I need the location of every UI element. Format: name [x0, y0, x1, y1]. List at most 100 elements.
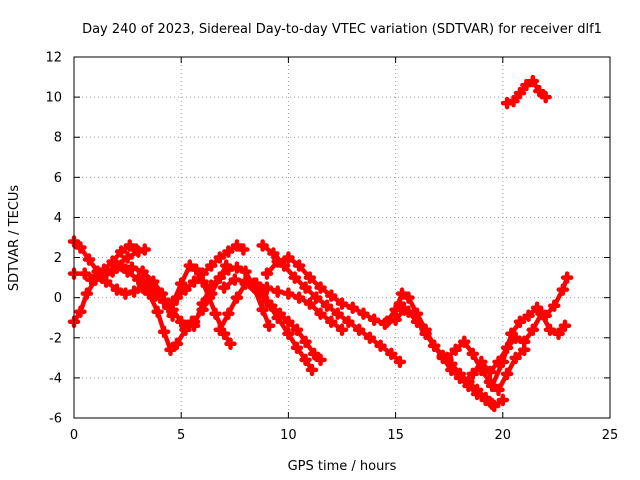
- data-point: [121, 251, 134, 264]
- data-point: [204, 279, 218, 292]
- data-point: [475, 355, 488, 369]
- data-point: [282, 315, 295, 328]
- data-point: [505, 327, 518, 341]
- data-point: [110, 283, 124, 296]
- data-point: [138, 243, 152, 256]
- data-point: [299, 281, 312, 294]
- data-point: [331, 307, 344, 320]
- y-tick-label: -4: [49, 371, 62, 386]
- data-point: [213, 271, 227, 284]
- data-point: [164, 343, 177, 357]
- data-point: [78, 267, 91, 280]
- series-sat-s: [485, 271, 574, 393]
- data-point: [299, 353, 312, 367]
- data-point: [260, 295, 274, 308]
- data-point: [485, 379, 499, 393]
- x-tick-label: 20: [495, 428, 512, 443]
- data-point: [136, 273, 149, 286]
- data-point: [82, 253, 96, 266]
- data-point: [196, 297, 209, 310]
- data-point: [385, 347, 398, 361]
- data-point: [539, 309, 552, 322]
- data-point: [449, 343, 462, 357]
- data-point: [256, 239, 269, 252]
- data-point: [299, 335, 312, 349]
- data-point: [174, 315, 188, 328]
- x-tick-label: 0: [70, 428, 78, 443]
- data-point: [237, 243, 250, 256]
- data-point: [157, 325, 171, 339]
- y-tick-label: 6: [54, 171, 62, 186]
- data-point: [95, 271, 109, 284]
- series-sat-i: [187, 261, 276, 332]
- data-point: [239, 265, 252, 278]
- data-point: [325, 289, 338, 302]
- data-point: [530, 301, 544, 314]
- data-point: [303, 271, 317, 284]
- data-point: [292, 291, 306, 304]
- data-point: [532, 84, 546, 98]
- data-point: [110, 261, 124, 274]
- y-axis-label: SDTVAR / TECUs: [7, 185, 22, 292]
- data-point: [149, 289, 162, 302]
- y-tick-label: -2: [49, 331, 62, 346]
- data-point: [222, 245, 235, 258]
- data-point: [466, 367, 480, 381]
- data-point: [320, 299, 334, 312]
- data-point: [453, 371, 467, 385]
- data-point: [260, 267, 274, 280]
- data-point: [123, 239, 136, 252]
- data-point: [395, 287, 409, 300]
- data-point: [389, 313, 402, 326]
- data-point: [230, 239, 244, 252]
- series-sat-t: [500, 74, 552, 110]
- data-point: [230, 261, 244, 274]
- series-trace: [489, 275, 570, 389]
- data-point: [335, 323, 349, 337]
- data-point: [325, 315, 338, 328]
- data-point: [84, 273, 98, 286]
- data-point: [288, 271, 302, 284]
- data-point: [307, 347, 321, 361]
- data-point: [492, 383, 505, 397]
- data-point: [402, 291, 415, 304]
- data-point: [419, 327, 432, 341]
- data-point: [183, 259, 197, 272]
- data-point: [290, 323, 304, 337]
- data-point: [462, 379, 475, 393]
- data-point: [526, 323, 540, 337]
- data-point: [393, 355, 407, 369]
- data-point: [213, 251, 227, 264]
- data-point: [556, 283, 570, 296]
- data-point: [342, 315, 355, 328]
- data-point: [402, 305, 415, 318]
- series-sat-l: [239, 275, 349, 337]
- data-point: [507, 94, 520, 108]
- data-point: [282, 251, 295, 264]
- data-point: [314, 307, 327, 320]
- data-point: [357, 307, 370, 320]
- y-tick-label: 2: [54, 251, 62, 266]
- data-point: [271, 285, 284, 298]
- data-point: [249, 277, 263, 290]
- data-point: [558, 319, 572, 332]
- data-point: [393, 297, 407, 310]
- data-point: [292, 259, 306, 272]
- data-point: [543, 323, 557, 337]
- data-point: [367, 313, 381, 326]
- data-point: [290, 341, 304, 355]
- data-point: [513, 86, 527, 100]
- data-point: [114, 245, 128, 258]
- data-point: [262, 319, 276, 332]
- data-point: [239, 275, 252, 288]
- y-tick-label: 10: [45, 91, 62, 106]
- data-point: [282, 287, 295, 300]
- data-point: [174, 277, 188, 290]
- data-point: [277, 259, 291, 272]
- data-point: [483, 365, 497, 379]
- data-point: [204, 259, 218, 272]
- data-point: [513, 315, 527, 328]
- data-point: [179, 283, 192, 296]
- data-point: [166, 297, 179, 310]
